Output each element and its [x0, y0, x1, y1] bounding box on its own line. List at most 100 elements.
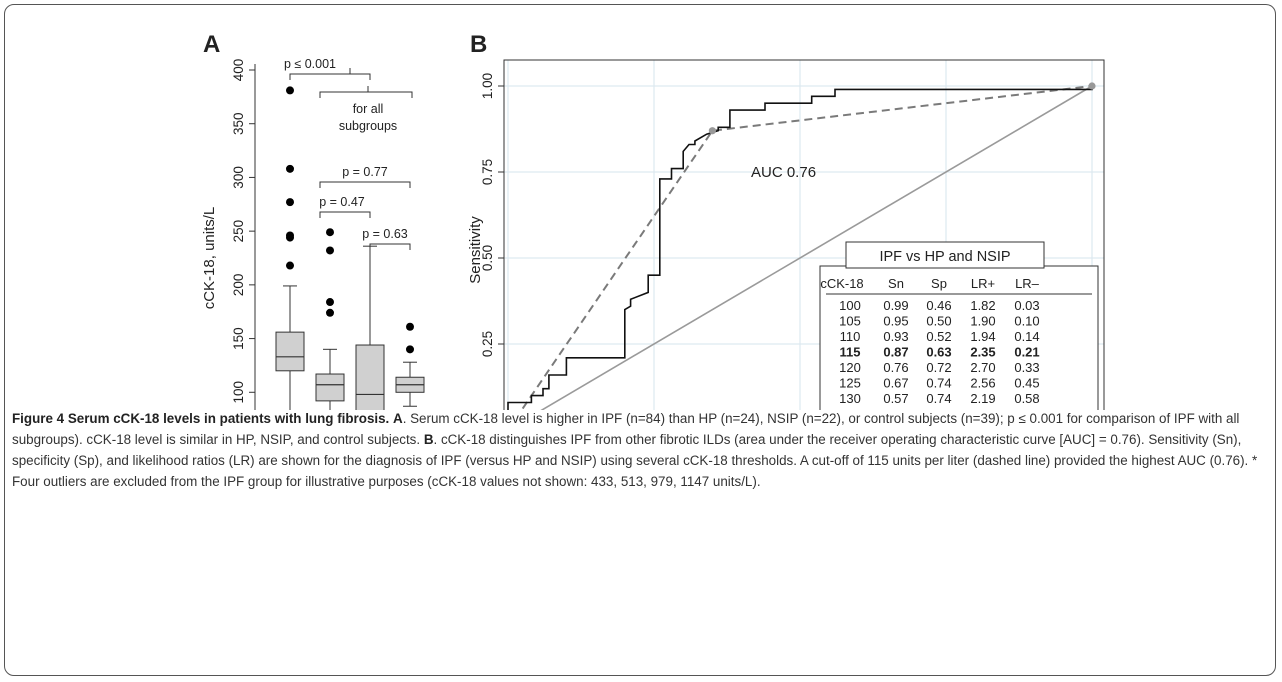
table-column-header: cCK-18	[820, 276, 863, 291]
bracket-hp-normal	[319, 181, 411, 188]
caption-panel-ref: B	[423, 432, 434, 447]
panel-b-y-tick-label: 0.25	[480, 331, 495, 357]
bracket-all-subgroups	[319, 91, 413, 98]
bracket-ipf-vs-all	[289, 73, 371, 80]
roc-cutoff-point	[1088, 82, 1096, 90]
box-outlier	[326, 308, 334, 317]
annotation-p-077: p = 0.77	[342, 165, 388, 179]
roc-cutoff-dashed-line	[520, 85, 1093, 410]
auc-annotation: AUC 0.76	[751, 164, 816, 181]
panel-a: A50100150200250300350400cCK-18, units/LI…	[201, 31, 425, 410]
panel-a-y-tick-label: 350	[231, 112, 246, 135]
table-cell: 2.56	[970, 376, 995, 391]
panel-a-y-tick-label: 250	[231, 220, 246, 243]
box-outlier	[286, 231, 294, 240]
roc-cutoff-point	[708, 127, 717, 135]
table-cell: 100	[839, 298, 861, 313]
annotation-subgroups: subgroups	[339, 119, 397, 133]
panel-b: B0.000.250.500.751.000.000.250.500.751.0…	[467, 31, 1105, 410]
table-cell: 2.70	[970, 360, 995, 375]
table-cell: 0.74	[926, 391, 951, 406]
annotation-p-047: p = 0.47	[319, 195, 365, 209]
table-cell: 110	[840, 329, 861, 344]
table-title-box	[845, 241, 1045, 269]
figure-caption: Figure 4 Serum cCK-18 levels in patients…	[12, 408, 1270, 492]
table-cell: 0.21	[1014, 345, 1039, 360]
table-cell: 0.57	[883, 391, 908, 406]
panel-b-y-axis-label: Sensitivity	[467, 216, 484, 284]
table-column-header: LR–	[1015, 276, 1040, 291]
panel-a-y-tick-label: 400	[231, 59, 246, 82]
table-cell: 1.82	[970, 298, 995, 313]
box-outlier	[286, 86, 294, 95]
table-cell: 0.03	[1014, 298, 1039, 313]
table-cell: 0.95	[883, 314, 908, 329]
table-frame	[819, 265, 1099, 410]
box-outlier	[326, 228, 334, 237]
box-outlier	[286, 261, 294, 270]
table-cell: 0.14	[1014, 329, 1039, 344]
table-cell: 0.76	[883, 360, 908, 375]
table-cell: 0.67	[883, 376, 908, 391]
bracket-hp-nsip	[319, 211, 371, 218]
table-cell: 0.50	[926, 314, 951, 329]
figure-canvas: A50100150200250300350400cCK-18, units/LI…	[201, 31, 1105, 410]
table-cell: 0.74	[926, 376, 951, 391]
table-column-header: Sn	[888, 276, 904, 291]
table-column-header: LR+	[971, 276, 995, 291]
table-cell: 0.58	[1014, 391, 1039, 406]
box-iqr	[315, 373, 345, 402]
table-cell: 0.72	[926, 360, 951, 375]
panel-a-y-tick-label: 100	[231, 381, 246, 404]
panel-a-y-tick-label: 200	[231, 274, 246, 297]
table-cell: 0.99	[883, 298, 908, 313]
box-outlier	[326, 298, 334, 307]
box-normal	[395, 322, 425, 407]
box-outlier	[326, 246, 334, 255]
table-cell: 120	[839, 360, 861, 375]
table-cell: 115	[840, 345, 861, 360]
table-cell: 0.10	[1014, 314, 1039, 329]
panel-a-y-axis-label: cCK-18, units/L	[201, 207, 218, 310]
table-cell: 0.33	[1014, 360, 1039, 375]
panel-b-y-tick-label: 0.50	[480, 245, 495, 271]
table-cell: 1.90	[970, 314, 995, 329]
table-cell: 0.87	[883, 345, 908, 360]
annotation-for-all: for all	[353, 102, 384, 116]
roc-curve	[507, 86, 1093, 410]
panel-b-y-tick-label: 0.75	[480, 159, 495, 185]
figure-title: Serum cCK-18 levels in patients with lun…	[67, 411, 390, 426]
figure-frame	[4, 4, 1276, 676]
panel-a-y-tick-label: 300	[231, 166, 246, 189]
box-ipf	[275, 86, 305, 410]
box-hp	[315, 228, 345, 410]
caption-panel-ref: A	[393, 411, 403, 426]
table-title: IPF vs HP and NSIP	[879, 249, 1010, 265]
caption-text: . Serum cCK-18 level is higher in IPF (n…	[12, 411, 1240, 447]
table-cell: 0.52	[926, 329, 951, 344]
table-cell: 0.45	[1014, 376, 1039, 391]
box-outlier	[406, 345, 414, 354]
panel-a-y-tick-label: 150	[231, 327, 246, 350]
box-nsip	[355, 245, 385, 410]
box-iqr	[355, 344, 385, 410]
box-outlier	[406, 322, 414, 331]
panel-b-y-tick-label: 1.00	[480, 73, 495, 99]
table-cell: 1.94	[970, 329, 995, 344]
caption-body: A. Serum cCK-18 level is higher in IPF (…	[12, 411, 1257, 489]
table-cell: 2.19	[970, 391, 995, 406]
box-iqr	[275, 331, 305, 372]
box-outlier	[286, 198, 294, 207]
table-cell: 125	[839, 376, 861, 391]
table-cell: 2.35	[970, 345, 995, 360]
table-cell: 0.46	[926, 298, 951, 313]
roc-reference-diagonal	[540, 85, 1093, 410]
table-column-header: Sp	[931, 276, 947, 291]
annotation-p-063: p = 0.63	[362, 227, 408, 241]
threshold-table: IPF vs HP and NSIP cCK-18 Sn Sp LR+ LR– 100 0.9…	[819, 241, 1099, 410]
annotation-p-ipf: p ≤ 0.001	[284, 57, 336, 71]
panel-b-border	[503, 59, 1105, 410]
bracket-nsip-normal	[369, 243, 411, 250]
table-cell: 0.63	[926, 345, 951, 360]
table-cell: 130	[839, 391, 861, 406]
